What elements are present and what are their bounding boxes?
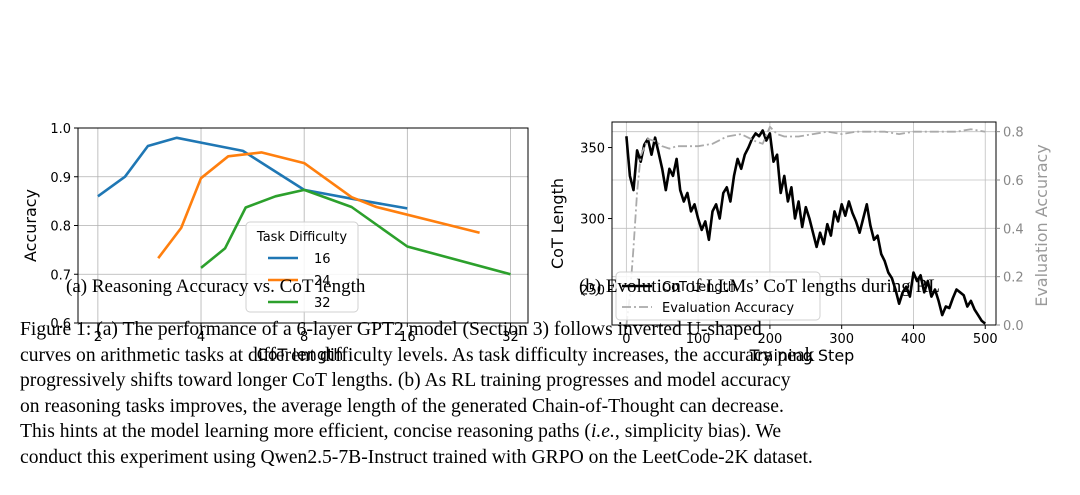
x-axis-label: CoT length xyxy=(257,345,344,364)
x-tick-label: 100 xyxy=(686,332,711,347)
x-tick-label: 400 xyxy=(901,332,926,347)
y-tick-label: 0.6 xyxy=(50,317,71,332)
y-tick-label: 0.9 xyxy=(50,171,71,186)
y-axis-label: Accuracy xyxy=(21,189,40,262)
caption-line: on reasoning tasks improves, the average… xyxy=(20,395,784,417)
x-tick-label: 32 xyxy=(502,330,519,345)
y-tick-label: 0.8 xyxy=(50,220,71,235)
x-tick-label: 500 xyxy=(973,332,998,347)
y-tick-label: 0.7 xyxy=(50,268,71,283)
legend-box xyxy=(615,271,821,321)
caption-line: This hints at the model learning more ef… xyxy=(20,421,782,443)
y-tick-label: 1.0 xyxy=(50,122,71,137)
y2-tick-label: 0.6 xyxy=(1003,174,1024,189)
plot-frame xyxy=(611,121,997,326)
figure-caption: Figure 1: (a) The performance of a 6-lay… xyxy=(20,317,1062,471)
legend-label-24: 24 xyxy=(314,274,331,289)
legend-label-evaluation-accuracy: Evaluation Accuracy xyxy=(662,301,794,316)
y-tick-label: 300 xyxy=(580,213,605,228)
x-tick-label: 200 xyxy=(757,332,782,347)
x-tick-label: 8 xyxy=(300,330,308,345)
series-line-cot-length xyxy=(625,129,987,325)
x-tick-label: 300 xyxy=(829,332,854,347)
y2-axis-label: Evaluation Accuracy xyxy=(1032,144,1051,307)
y-tick-label: 250 xyxy=(580,284,605,299)
legend-label-16: 16 xyxy=(314,252,331,267)
x-tick-label: 4 xyxy=(197,330,205,345)
series-line-24 xyxy=(157,151,480,259)
series-line-32 xyxy=(200,188,511,276)
y2-tick-label: 0.0 xyxy=(1003,319,1024,334)
subcaption-a: (a) Reasoning Accuracy vs. CoT length xyxy=(66,276,366,297)
legend-box xyxy=(245,221,359,313)
caption-italic: i.e. xyxy=(590,421,615,443)
y2-tick-label: 0.8 xyxy=(1003,126,1024,141)
x-tick-label: 2 xyxy=(94,330,102,345)
series-line-evaluation-accuracy xyxy=(625,125,986,326)
x-tick-label: 0 xyxy=(622,332,630,347)
caption-line: curves on arithmetic tasks at different … xyxy=(20,344,815,366)
caption-line: conduct this experiment using Qwen2.5-7B… xyxy=(20,446,813,468)
chart-b-cot-length-during-rl: 0 100 200 300 400 500 250 300 350 0.0 0.2 0.4 0.6 0.8… xyxy=(548,121,1051,365)
legend: CoT Length Evaluation Accuracy xyxy=(615,271,821,321)
caption-line: Figure 1: (a) The performance of a 6-lay… xyxy=(20,319,762,340)
legend-label-32: 32 xyxy=(314,296,331,311)
series-line-16 xyxy=(97,136,408,210)
y2-tick-label: 0.4 xyxy=(1003,222,1024,237)
y-tick-label: 350 xyxy=(580,142,605,157)
caption-line: progressively shifts toward longer CoT l… xyxy=(20,370,791,392)
legend-title: Task Difficulty xyxy=(256,230,347,245)
subcaption-b: (b) Evolution of LLMs’ CoT lengths durin… xyxy=(579,276,940,297)
legend-label-cot-length: CoT Length xyxy=(662,280,736,295)
x-axis-label: Training Step xyxy=(749,346,855,365)
y-axis-label: CoT Length xyxy=(548,178,567,269)
x-tick-label: 16 xyxy=(399,330,416,345)
legend: Task Difficulty 16 24 32 xyxy=(245,221,359,313)
y2-tick-label: 0.2 xyxy=(1003,271,1024,286)
